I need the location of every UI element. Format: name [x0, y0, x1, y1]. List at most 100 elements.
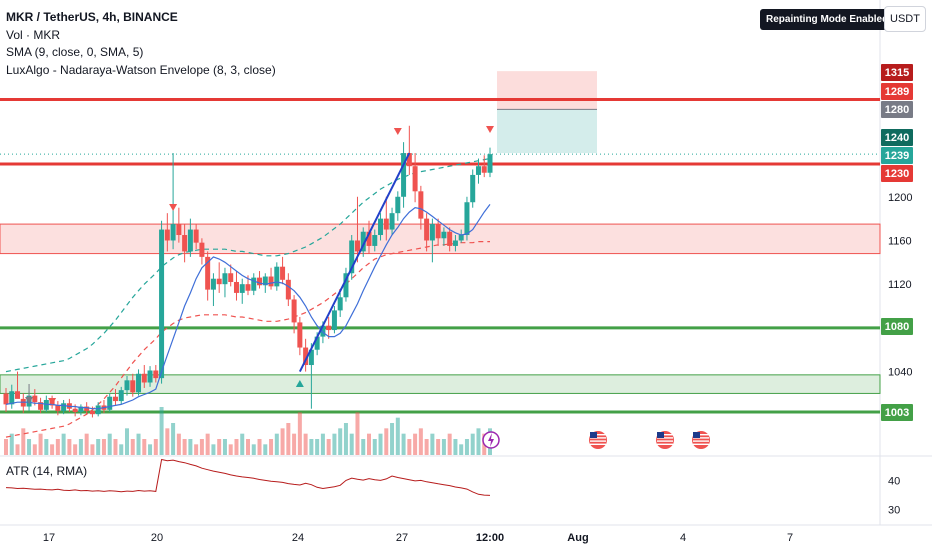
candle: [481, 155, 487, 178]
lightning-icon[interactable]: [482, 431, 500, 449]
candle-body: [395, 196, 401, 214]
candle-body: [291, 299, 297, 323]
candle-body: [193, 229, 199, 243]
position-stop-area: [497, 71, 597, 110]
candle-body: [354, 240, 360, 252]
candle-body: [401, 153, 407, 197]
price-tag-label: 1003: [885, 407, 909, 419]
candle-body: [349, 240, 355, 274]
candle: [239, 278, 245, 304]
volume-bar: [171, 423, 176, 455]
volume-bar: [67, 439, 72, 455]
volume-bar: [44, 439, 49, 455]
candle: [112, 389, 118, 406]
candle-body: [107, 396, 113, 410]
volume-bar: [269, 439, 274, 455]
candle: [182, 224, 188, 263]
candle-body: [55, 405, 61, 411]
us-flag-icon[interactable]: [692, 431, 710, 449]
volume-bar: [343, 423, 348, 455]
atr-tick-label: 30: [888, 504, 900, 516]
candle-body: [199, 242, 205, 257]
candle: [159, 220, 165, 384]
volume-bar: [153, 439, 158, 455]
volume-bar: [384, 428, 389, 455]
candle-body: [222, 273, 228, 285]
us-flag-icon[interactable]: [656, 431, 674, 449]
volume-bar: [217, 439, 222, 455]
candle-body: [228, 273, 234, 282]
candle-body: [285, 279, 291, 300]
candle: [164, 213, 170, 252]
volume-bar: [436, 439, 441, 455]
candle: [147, 366, 153, 387]
volume-bar: [470, 433, 475, 455]
candle: [216, 262, 222, 293]
candle-body: [72, 408, 78, 412]
candle-body: [32, 395, 38, 403]
price-tag-label: 1230: [885, 168, 909, 180]
volume-bar: [240, 433, 245, 455]
x-tick-label: 7: [787, 532, 793, 544]
sell-signal-marker: [48, 398, 57, 405]
candle-body: [331, 310, 337, 331]
candle: [406, 125, 412, 175]
currency-button[interactable]: USDT: [884, 6, 926, 32]
candle: [210, 273, 216, 307]
envelope-lower-line: [5, 241, 490, 438]
candle-body: [257, 277, 263, 286]
candle-body: [15, 391, 21, 399]
candle-body: [366, 231, 372, 246]
candle-body: [464, 202, 470, 236]
volume-bar: [309, 439, 314, 455]
candle-body: [112, 396, 118, 402]
candle-body: [95, 405, 101, 415]
candle-body: [170, 224, 176, 241]
candle: [262, 273, 268, 293]
us-flag-icon[interactable]: [589, 431, 607, 449]
volume-bar: [464, 439, 469, 455]
volume-bar: [159, 407, 164, 455]
candle: [257, 271, 263, 289]
candle: [141, 365, 147, 388]
candle: [285, 273, 291, 307]
candle: [170, 153, 176, 250]
candle: [458, 229, 464, 243]
volume-bar: [361, 439, 366, 455]
candle-body: [274, 266, 280, 287]
volume-bar: [338, 428, 343, 455]
volume-bar: [372, 439, 377, 455]
candle: [153, 365, 159, 383]
volume-bar: [395, 417, 400, 455]
candle-body: [205, 256, 211, 290]
price-tag-1080: [881, 318, 913, 335]
volume-bar: [407, 439, 412, 455]
candle: [412, 153, 418, 203]
volume-bar: [355, 412, 360, 455]
candle: [383, 196, 389, 241]
price-tag-label: 1315: [885, 67, 909, 79]
candle: [378, 213, 384, 241]
candle-body: [136, 373, 142, 393]
candle-body: [441, 231, 447, 239]
candle: [268, 267, 274, 290]
volume-bar: [211, 444, 216, 455]
price-tag-label: 1239: [885, 150, 909, 162]
volume-bar: [326, 439, 331, 455]
candle: [15, 371, 21, 399]
y-tick-label: 1200: [888, 192, 912, 204]
price-tag-1289: [881, 83, 913, 100]
volume-bar: [297, 412, 302, 455]
candle-body: [9, 391, 15, 405]
volume-bar: [234, 439, 239, 455]
volume-bar: [476, 428, 481, 455]
atr-tick-label: 40: [888, 475, 900, 487]
candle-body: [61, 403, 67, 411]
volume-bar: [194, 444, 199, 455]
volume-bar: [4, 439, 8, 455]
volume-bar: [142, 439, 147, 455]
symbol-title: MKR / TetherUS, 4h, BINANCE: [6, 10, 178, 24]
candle: [20, 393, 26, 414]
candle: [470, 169, 476, 208]
